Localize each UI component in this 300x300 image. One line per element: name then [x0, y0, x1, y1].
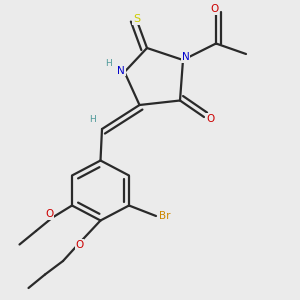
Text: N: N [182, 52, 189, 62]
Text: H: H [105, 58, 111, 68]
Text: O: O [45, 209, 54, 219]
Text: O: O [206, 113, 214, 124]
Text: O: O [210, 4, 219, 14]
Text: O: O [75, 239, 84, 250]
Text: S: S [133, 14, 140, 25]
Text: N: N [117, 65, 125, 76]
Text: H: H [89, 116, 96, 124]
Text: Br: Br [159, 211, 170, 221]
